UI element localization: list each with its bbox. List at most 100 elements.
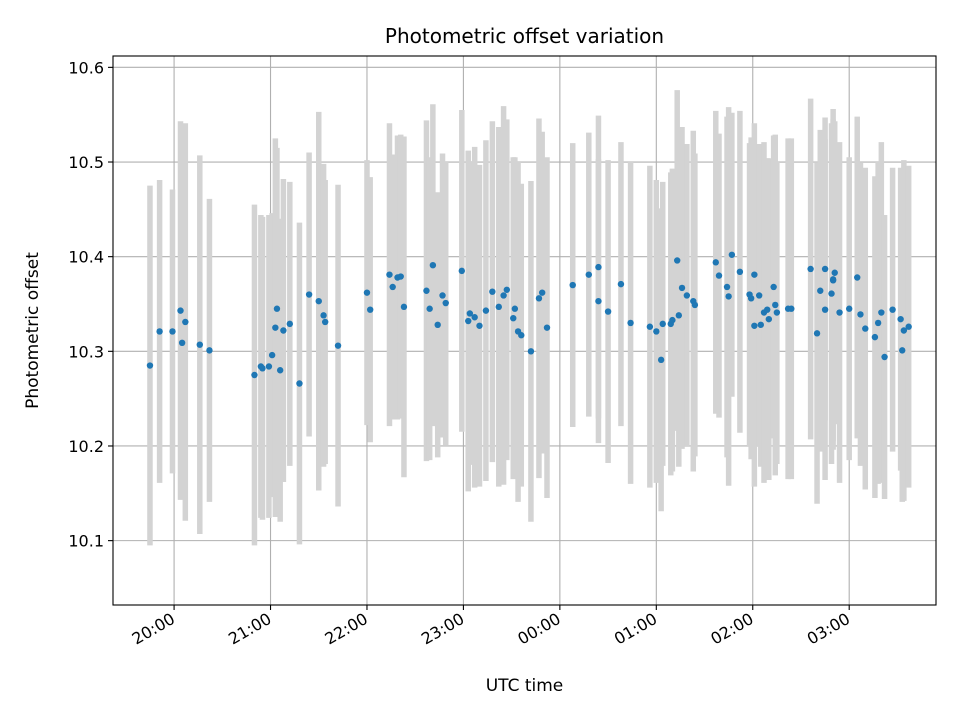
data-point [617, 280, 625, 288]
data-point [862, 325, 869, 332]
y-tick-label: 10.2 [68, 437, 104, 456]
data-point [389, 283, 396, 291]
data-point [899, 347, 906, 354]
y-tick-label: 10.3 [68, 342, 104, 361]
data-point [320, 312, 327, 319]
data-point [674, 257, 681, 264]
data-point [434, 321, 441, 329]
data-point [466, 310, 474, 317]
data-point [495, 303, 502, 311]
data-point [683, 292, 691, 299]
data-point [755, 292, 763, 299]
data-point [669, 316, 676, 324]
data-point [725, 293, 732, 300]
data-point [788, 305, 795, 312]
data-point [691, 301, 699, 309]
data-point [881, 353, 888, 361]
data-point [678, 284, 686, 292]
data-point [273, 305, 281, 312]
x-axis-label: UTC time [486, 676, 564, 696]
plot-frame [112, 55, 937, 606]
data-point [178, 339, 186, 347]
data-point [653, 328, 660, 335]
data-point [627, 319, 634, 327]
data-point [268, 351, 276, 359]
data-point [889, 306, 896, 313]
data-point [723, 283, 731, 291]
chart-title: Photometric offset variation [385, 24, 664, 48]
data-point [476, 322, 483, 329]
data-points [146, 251, 912, 387]
data-point [646, 323, 654, 330]
data-point [206, 347, 213, 354]
data-point [770, 283, 777, 291]
data-point [657, 356, 665, 364]
data-point [829, 277, 837, 284]
data-point [757, 321, 764, 329]
data-point [503, 286, 511, 293]
data-point [315, 297, 322, 305]
data-point [751, 271, 758, 278]
data-point [196, 341, 204, 348]
data-point [878, 309, 885, 316]
data-point [751, 322, 758, 329]
data-point [386, 271, 393, 278]
data-point [535, 295, 543, 302]
data-point [465, 317, 472, 325]
data-point [604, 308, 612, 315]
data-point [471, 314, 478, 321]
data-point [871, 333, 879, 341]
data-point [712, 259, 719, 266]
data-point [177, 307, 184, 314]
data-point [715, 272, 723, 279]
data-point [518, 332, 525, 339]
data-point [321, 318, 329, 326]
data-point [595, 297, 602, 305]
data-point [458, 267, 466, 275]
data-point [857, 311, 864, 318]
data-point [595, 263, 602, 271]
data-point [265, 363, 273, 370]
data-point [675, 312, 683, 319]
data-point [276, 367, 284, 374]
data-point [828, 290, 835, 297]
data-point [807, 265, 814, 273]
data-point [511, 305, 519, 312]
y-tick-label: 10.6 [68, 58, 104, 77]
data-point [817, 287, 824, 294]
data-point [169, 328, 176, 335]
data-point [482, 307, 490, 314]
data-point [772, 301, 779, 309]
data-point [423, 287, 430, 294]
data-point [366, 306, 374, 313]
data-point [426, 305, 433, 312]
data-point [747, 295, 755, 302]
data-point [813, 330, 821, 337]
y-tick-label: 10.5 [68, 153, 104, 172]
data-point [538, 289, 546, 296]
data-point [510, 314, 517, 322]
data-point [259, 365, 266, 372]
data-point [845, 305, 853, 312]
data-point [831, 269, 838, 276]
data-point [156, 328, 163, 335]
data-point [280, 327, 287, 334]
data-point [500, 292, 507, 299]
data-point [400, 303, 408, 311]
data-point [429, 261, 437, 269]
data-point [439, 292, 446, 299]
data-point [821, 265, 829, 273]
data-point [251, 371, 258, 379]
y-axis-label: Photometric offset [23, 252, 43, 409]
data-point [659, 320, 666, 328]
data-point [527, 348, 535, 355]
data-point [585, 271, 592, 278]
data-point [305, 291, 313, 298]
data-point [773, 309, 781, 316]
data-point [489, 288, 496, 295]
y-tick-label: 10.4 [68, 248, 104, 267]
data-point [146, 362, 154, 369]
data-point [543, 324, 551, 331]
data-point [836, 309, 843, 316]
data-point [363, 289, 371, 296]
